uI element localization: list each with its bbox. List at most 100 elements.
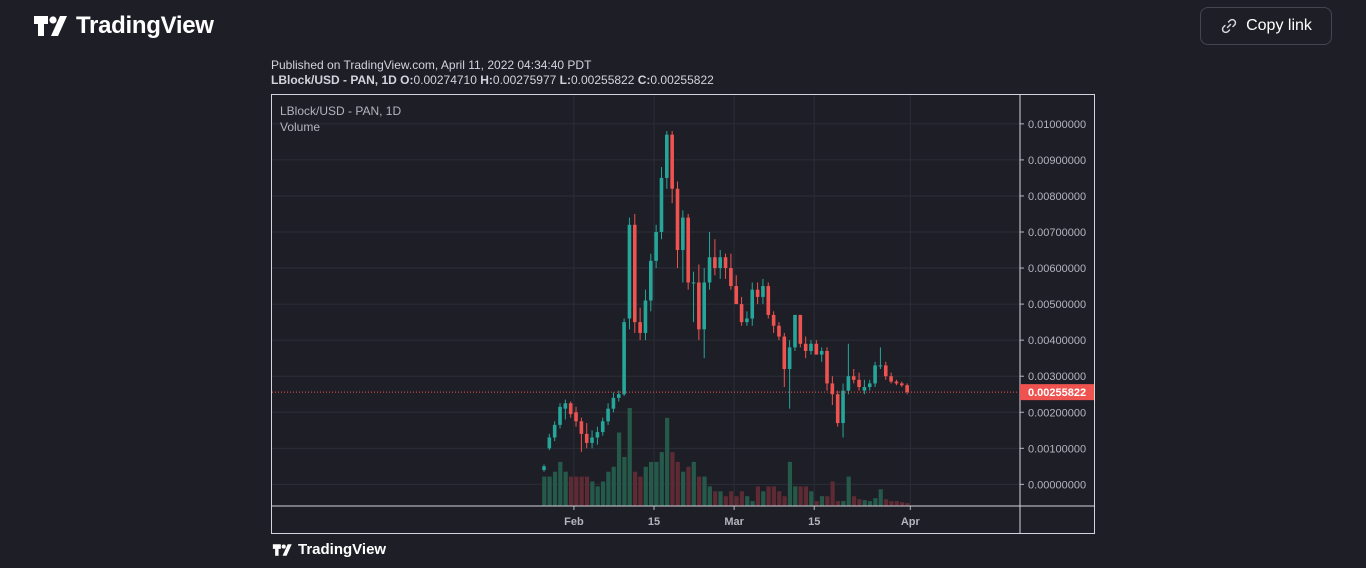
candles [542,131,909,472]
volume-bar [697,476,702,506]
candle-body [873,365,877,384]
ohlc-low-label: L: [559,73,571,87]
chart-meta: Published on TradingView.com, April 11, … [271,58,714,88]
volume-bar [729,491,734,506]
volume-bar [579,476,584,506]
price-axis-label: 0.00600000 [1028,263,1086,275]
volume-bar [686,466,691,506]
candle-body [814,343,819,355]
volume-bar [718,491,723,506]
candle-body [611,397,616,409]
candle-body [841,390,845,424]
volume-bar [851,496,857,506]
candle-body [835,394,840,424]
candle-body [574,412,578,422]
volume-bar [547,476,552,506]
candle-body [878,365,883,367]
candle-body [723,257,728,269]
volume-bar [899,502,905,506]
candle-body [846,376,851,391]
volume-bar [734,496,739,506]
ohlc-line: LBlock/USD - PAN, 1D O:0.00274710 H:0.00… [271,73,714,88]
candle-body [782,336,787,369]
candle-body [627,224,632,319]
volume-bar [681,471,686,506]
candle-body [616,394,621,398]
volume-bars [542,408,910,506]
candle-body [697,282,701,330]
candle-body [761,286,765,297]
volume-bar [707,486,712,506]
candle-body [851,376,856,380]
candle-body [729,268,733,287]
volume-bar [649,461,654,506]
volume-bar [766,486,771,506]
copy-link-label: Copy link [1246,17,1312,34]
axes: 0.01000000 0.00900000 0.00800000 0.00700000… [272,95,1094,533]
volume-bar [739,491,744,506]
price-axis-label: 0.00400000 [1028,335,1086,347]
volume-bar [723,496,728,506]
volume-bar [878,489,883,506]
ohlc-high: 0.00275977 [492,73,557,87]
volume-bar [590,481,595,506]
volume-bar [835,501,841,506]
price-axis-label: 0.00100000 [1028,443,1086,455]
volume-bar [867,501,873,506]
candle-body [632,224,637,323]
candle-body [787,347,792,369]
volume-bar [787,461,793,506]
candle-body [718,257,723,269]
chart-frame[interactable]: 0.01000000 0.00900000 0.00800000 0.00700000… [271,94,1095,534]
volume-bar [825,496,830,506]
price-axis-label: 0.00800000 [1028,191,1086,203]
ohlc-close-label: C: [637,73,651,87]
volume-bar [809,491,814,506]
candle-body [713,257,717,269]
volume-bar [600,481,606,506]
candle-body [777,325,781,337]
volume-bar [611,466,616,506]
volume-bar [584,476,590,506]
candle-body [542,466,546,470]
candle-body [665,134,669,178]
candle-body [867,383,872,388]
price-axis-label: 0.00900000 [1028,155,1086,167]
volume-bar [750,501,755,506]
candle-body [803,343,808,351]
candle-body [739,304,744,323]
volume-bar [803,486,809,506]
volume-bar [713,491,718,506]
last-price-label: 0.00255822 [1028,387,1086,399]
candlestick-chart[interactable]: 0.01000000 0.00900000 0.00800000 0.00700000… [272,95,1094,533]
volume-bar [782,496,787,506]
tradingview-watermark-logo[interactable]: TradingView [271,541,386,558]
price-axis-label: 0.00300000 [1028,371,1086,383]
link-icon [1221,18,1237,34]
candle-body [894,381,899,384]
copy-link-button[interactable]: Copy link [1200,7,1332,45]
time-axis-label: Mar [724,516,744,528]
volume-bar [552,471,558,506]
time-axis-label: 15 [648,516,660,528]
price-axis-label: 0.00500000 [1028,299,1086,311]
time-axis-label: Apr [901,516,921,528]
candle-body [552,424,557,438]
volume-bar [793,486,798,506]
ohlc-symbol: LBlock/USD - PAN, 1D [271,73,397,87]
candle-body [766,286,771,315]
candle-body [600,421,605,433]
legend-series: LBlock/USD - PAN, 1D [280,104,402,118]
candle-body [798,314,803,344]
volume-bar [691,461,696,506]
bottom-brand-name: TradingView [298,541,387,558]
volume-bar [606,471,611,506]
brand-name: TradingView [76,12,214,39]
candle-body [606,408,610,422]
volume-bar [654,461,659,506]
volume-bar [643,466,648,506]
volume-bar [883,499,889,506]
volume-bar [830,481,835,506]
price-axis-label: 0.00200000 [1028,407,1086,419]
tradingview-logo[interactable]: TradingView [32,12,214,40]
